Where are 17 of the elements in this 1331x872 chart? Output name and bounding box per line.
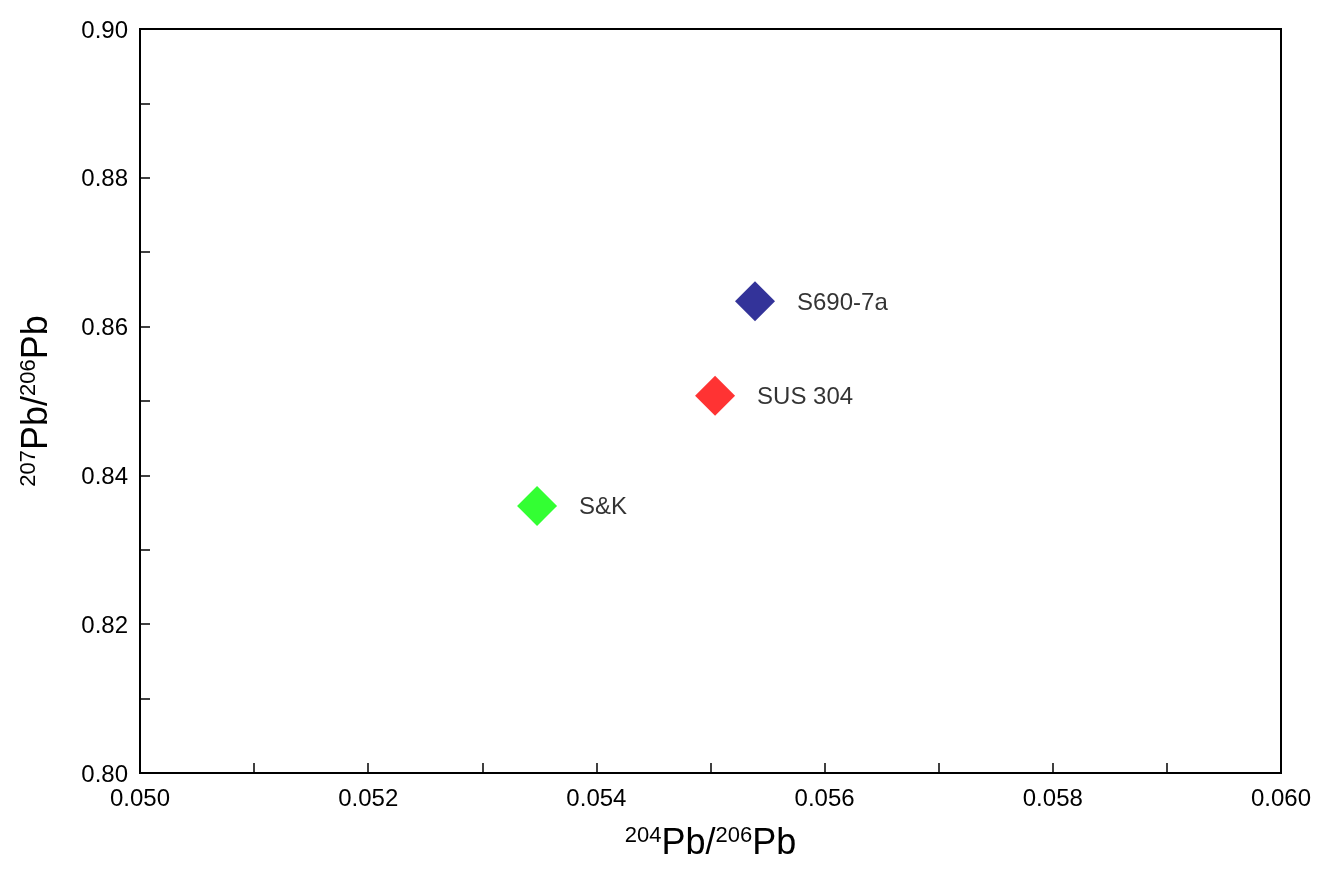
y-axis-title: 207Pb/206Pb [13, 315, 55, 487]
x-tick-label: 0.054 [566, 783, 627, 811]
y-tick-label: 0.82 [81, 610, 128, 638]
point [735, 281, 775, 322]
series-label: S690-7a [797, 287, 889, 315]
x-tick-label: 0.052 [338, 783, 399, 811]
series-label: S&K [579, 492, 628, 520]
series-label: SUS 304 [757, 382, 854, 410]
point [517, 485, 558, 526]
x-tick-label: 0.056 [794, 783, 855, 811]
y-tick-label: 0.88 [81, 164, 128, 192]
x-tick-label: 0.058 [1022, 783, 1083, 811]
point [695, 375, 736, 416]
x-tick-label: 0.060 [1250, 783, 1312, 811]
y-tick-label: 0.86 [81, 313, 128, 341]
y-tick-label: 0.84 [81, 461, 128, 489]
y-tick-label: 0.90 [81, 15, 128, 43]
